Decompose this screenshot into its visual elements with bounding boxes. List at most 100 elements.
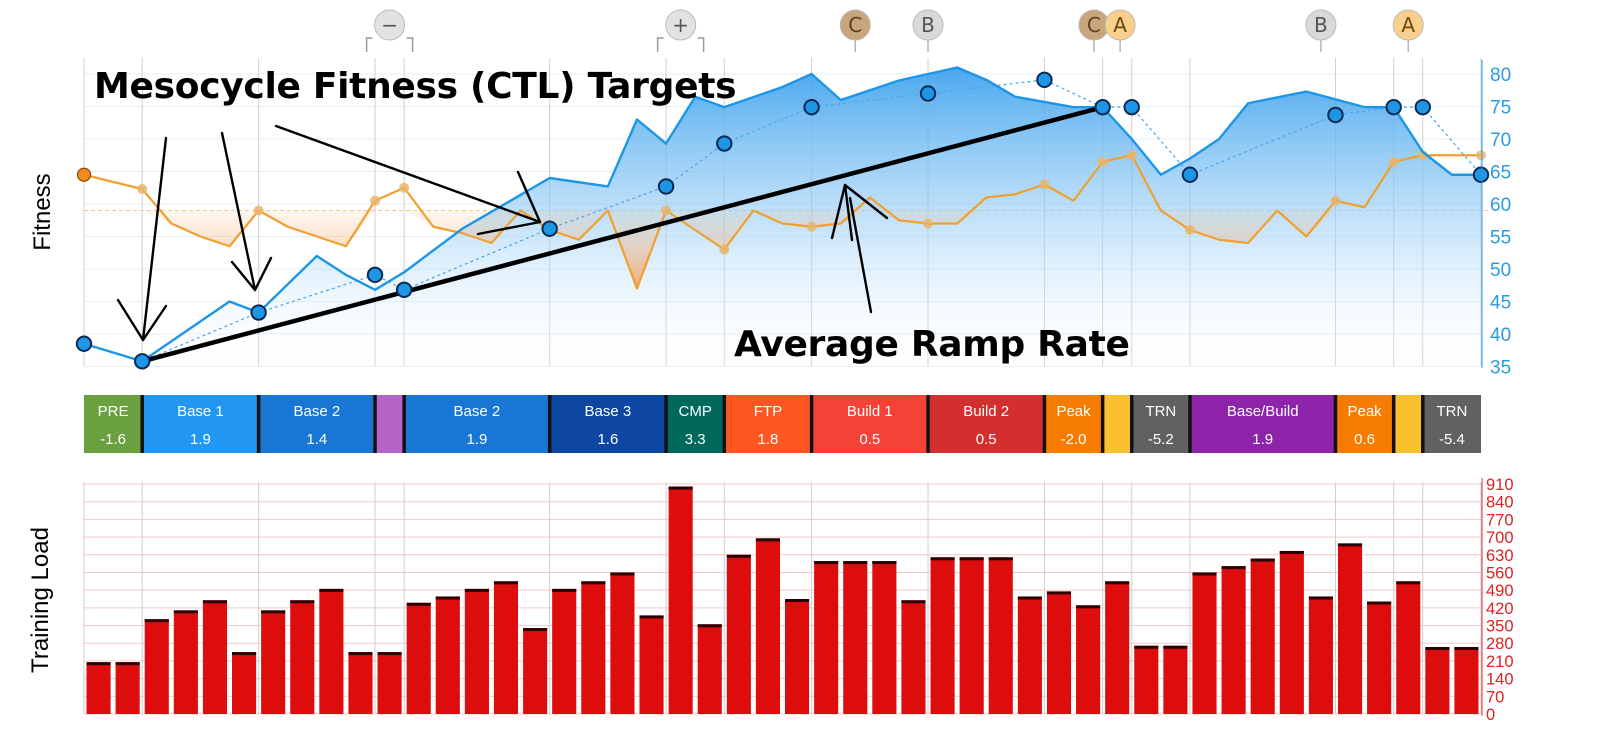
event-marker: C [1078,9,1110,52]
load-bar [86,662,111,714]
load-bar [726,554,751,714]
phase-ramp-value: -5.4 [1439,431,1465,448]
load-bar-cap [930,557,955,561]
load-bar-cap [202,600,228,604]
load-bar [1134,645,1159,714]
load-bar-cap [173,610,198,614]
event-marker: A [1104,9,1136,52]
event-bracket [406,37,414,52]
phase-name: Base/Build [1227,403,1299,420]
phase-block [549,395,667,453]
load-tick-label: 910 [1486,476,1514,494]
fitness-target-marker [1414,98,1431,116]
fitness-target-marker [134,353,151,370]
fitness-tick-label: 60 [1490,195,1511,216]
phase-name: TRN [1436,403,1467,420]
form-marker [806,221,817,232]
load-bar-cap [261,610,286,614]
annotation-arrow [230,256,273,292]
event-badge [1305,9,1337,41]
event-badge [1104,9,1136,41]
load-bar-cap [581,581,606,585]
phase-name: Build 1 [847,403,893,420]
load-bar [202,600,228,714]
load-bar [988,557,1013,714]
load-bar [464,588,489,714]
load-bar-cap [726,554,751,558]
load-bar [1163,645,1188,714]
load-bar-cap [1134,645,1159,649]
load-bar-cap [377,652,402,656]
fitness-target-marker [657,178,675,195]
form-area [84,210,1481,289]
phase-ramp-value: 1.6 [597,431,618,448]
load-bar [639,615,664,714]
load-bar [697,624,722,714]
event-label: A [1401,13,1415,37]
annotation-arrow [274,124,542,224]
load-bar-cap [814,561,839,565]
fitness-target-marker [919,85,937,102]
phase-block [375,395,405,453]
load-tick-label: 420 [1486,600,1514,618]
load-bar [843,561,868,714]
form-marker [1126,150,1137,161]
phase-block [1422,395,1481,453]
phase-name: Base 3 [585,403,632,420]
event-label: C [1087,13,1101,37]
phase-ramp-value: 0.6 [1354,431,1375,448]
phase-name: TRN [1145,403,1176,420]
load-bar [1337,543,1363,714]
load-tick-label: 630 [1486,547,1514,565]
phase-block [404,395,550,453]
load-bar [1308,596,1333,714]
annotation-average-ramp-rate: Average Ramp Rate [734,324,1130,365]
load-bar [1250,558,1275,714]
fitness-line [83,66,1481,363]
phase-cell [1393,395,1423,453]
fitness-target-marker [250,304,267,321]
phase-cell: Base 2 1.4 [258,395,376,453]
phase-block [928,395,1045,453]
phase-block [142,395,259,453]
load-bar-cap [523,628,548,632]
event-label: B [1314,13,1328,37]
load-bar-cap [1337,543,1363,547]
phase-ramp-value: 0.5 [976,431,997,448]
load-bar-cap [290,600,315,604]
phase-name: Base 1 [177,403,224,420]
phase-block [1102,395,1132,453]
load-bar [1396,581,1421,714]
fitness-tick-label: 55 [1490,228,1511,249]
phase-cell: Base 1 1.9 [142,395,259,453]
load-bar-cap [552,588,577,592]
load-bar [173,610,198,714]
load-tick-label: 700 [1486,529,1514,547]
phase-cell [1102,395,1132,453]
phase-block [1131,395,1190,453]
event-badge [839,9,871,41]
phase-ramp-value: 0.5 [859,431,880,448]
form-line [83,154,1481,290]
event-label: B [921,13,935,37]
load-bar-cap [1308,596,1333,600]
load-bar-cap [406,602,431,606]
phase-block [1393,395,1423,453]
fitness-panel: 35 40 45 50 55 60 65 70 75 80 Fitness [29,58,1511,379]
form-marker [719,244,730,255]
load-bar [290,600,315,714]
load-bar-cap [1367,601,1392,605]
load-bar-cap [697,624,722,628]
load-bar-cap [1046,591,1072,595]
fitness-target-marker [1472,166,1490,183]
fitness-target-marker [395,281,413,298]
load-bar-cap [988,557,1013,561]
load-bar [319,588,344,714]
event-marker: + [656,9,705,52]
phase-block [1189,395,1336,453]
load-bar-cap [1250,558,1275,562]
load-bar-cap [435,596,460,600]
load-bar [872,561,897,714]
phase-block [1335,395,1394,453]
